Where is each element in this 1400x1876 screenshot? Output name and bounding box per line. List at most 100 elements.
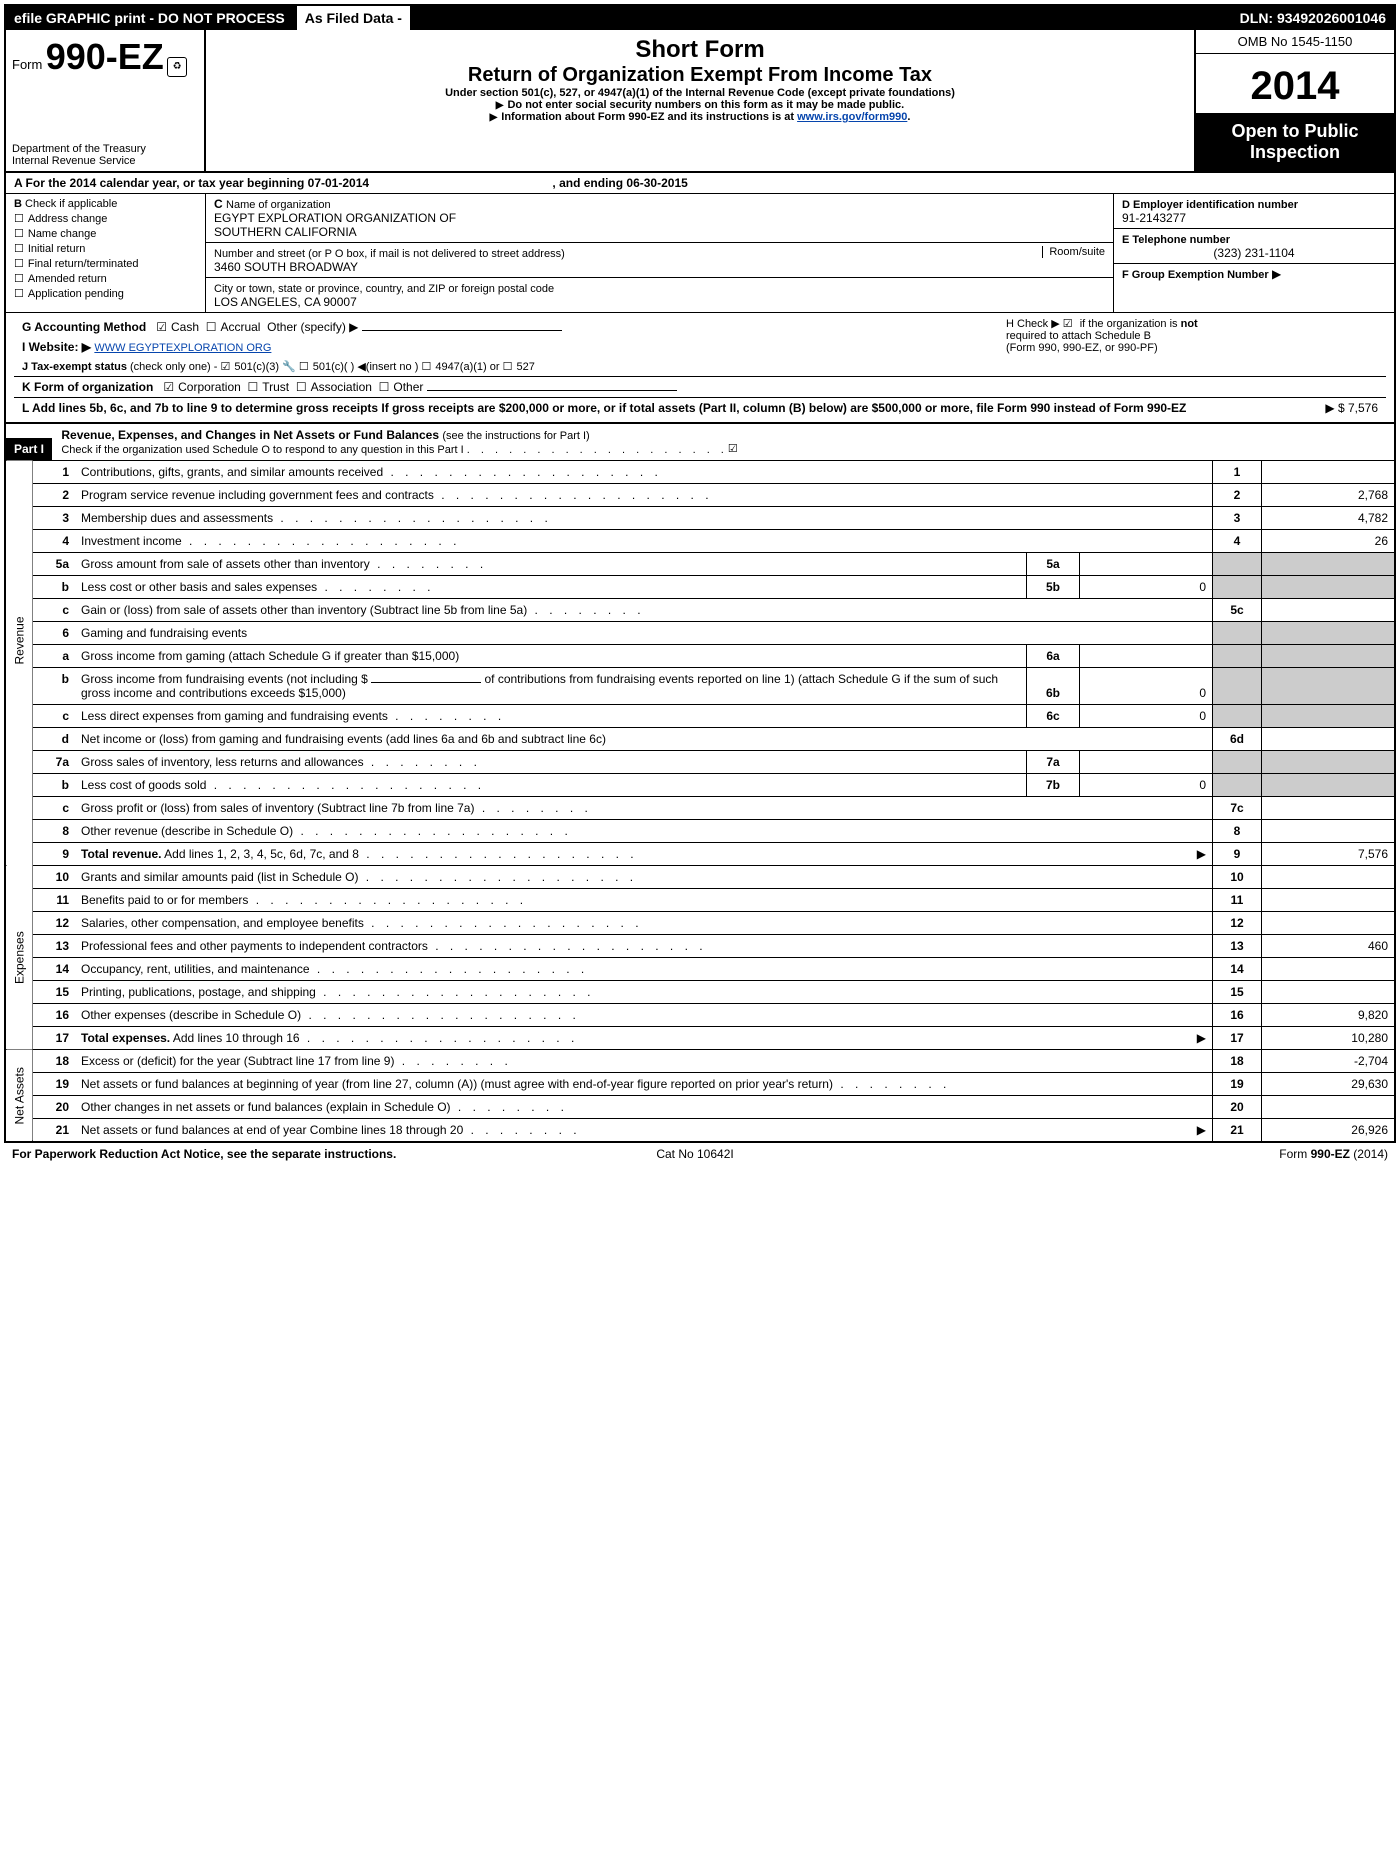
g-label: G Accounting Method <box>22 320 146 334</box>
chk-final-return[interactable]: Final return/terminated <box>14 257 197 270</box>
tax-year: 2014 <box>1196 54 1394 113</box>
h-2: if the organization is <box>1080 318 1178 330</box>
row-15: 15 Printing, publications, postage, and … <box>6 981 1394 1004</box>
c-label: C <box>214 197 223 211</box>
row-5a: 5a Gross amount from sale of assets othe… <box>6 553 1394 576</box>
l-amt-label: ▶ $ <box>1325 401 1344 415</box>
h-not: not <box>1181 318 1198 330</box>
c-city-block: City or town, state or province, country… <box>206 278 1113 312</box>
g-other: Other (specify) ▶ <box>267 320 358 334</box>
row-12: 12 Salaries, other compensation, and emp… <box>6 912 1394 935</box>
chk-corp[interactable]: Corporation <box>163 380 240 394</box>
l-text: L Add lines 5b, 6c, and 7b to line 9 to … <box>22 401 1186 415</box>
street: 3460 SOUTH BROADWAY <box>214 260 358 274</box>
part-1-check: Check if the organization used Schedule … <box>61 444 728 456</box>
f-block: F Group Exemption Number ▶ <box>1114 264 1394 284</box>
note-1: Do not enter social security numbers on … <box>216 99 1184 111</box>
row-6d: d Net income or (loss) from gaming and f… <box>6 728 1394 751</box>
l6b-blank[interactable] <box>371 682 481 683</box>
section-b-to-f: B Check if applicable Address change Nam… <box>6 194 1394 313</box>
form-subtitle: Under section 501(c), 527, or 4947(a)(1)… <box>216 87 1184 99</box>
row-10: Expenses 10 Grants and similar amounts p… <box>6 866 1394 889</box>
footer-right: Form 990-EZ (2014) <box>1279 1147 1388 1161</box>
top-bar: efile GRAPHIC print - DO NOT PROCESS As … <box>6 6 1394 30</box>
irs-icon: 🔧 <box>282 361 296 373</box>
row-13: 13 Professional fees and other payments … <box>6 935 1394 958</box>
row-20: 20 Other changes in net assets or fund b… <box>6 1096 1394 1119</box>
row-7a: 7a Gross sales of inventory, less return… <box>6 751 1394 774</box>
row-11: 11 Benefits paid to or for members 11 <box>6 889 1394 912</box>
line-a-end: , and ending 06-30-2015 <box>552 176 687 190</box>
j-sub: (check only one) - <box>130 361 217 373</box>
j-line: J Tax-exempt status (check only one) - 5… <box>14 357 1386 376</box>
part-1-sub: (see the instructions for Part I) <box>442 430 589 442</box>
chk-pending[interactable]: Application pending <box>14 287 197 300</box>
irs-link[interactable]: www.irs.gov/form990 <box>797 111 907 123</box>
chk-accrual[interactable]: Accrual <box>206 320 261 334</box>
l1-no: 1 <box>33 461 76 484</box>
part-1-check-text: Check if the organization used Schedule … <box>61 444 463 456</box>
row-6: 6 Gaming and fundraising events <box>6 622 1394 645</box>
section-b: B Check if applicable Address change Nam… <box>6 194 206 312</box>
chk-501c3[interactable]: 501(c)(3) <box>221 361 280 373</box>
row-1: Revenue 1 Contributions, gifts, grants, … <box>6 461 1394 484</box>
chk-name-change[interactable]: Name change <box>14 227 197 240</box>
row-7b: b Less cost of goods sold 7b 0 <box>6 774 1394 797</box>
row-9: 9 Total revenue. Add lines 1, 2, 3, 4, 5… <box>6 843 1394 866</box>
chk-assoc[interactable]: Association <box>296 380 372 394</box>
g-other-line[interactable] <box>362 330 562 331</box>
room-label: Room/suite <box>1042 246 1105 258</box>
line-a-label: A For the 2014 calendar year, or tax yea… <box>14 176 369 190</box>
part-1-tag: Part I <box>6 438 52 460</box>
row-21: 21 Net assets or fund balances at end of… <box>6 1119 1394 1142</box>
chk-address-change[interactable]: Address change <box>14 212 197 225</box>
i-url[interactable]: WWW EGYPTEXPLORATION ORG <box>94 342 271 354</box>
d-ein: 91-2143277 <box>1122 211 1186 225</box>
e-block: E Telephone number (323) 231-1104 <box>1114 229 1394 264</box>
k-other-line[interactable] <box>427 390 677 391</box>
k-label: K Form of organization <box>22 380 153 394</box>
c-street-block: Number and street (or P O box, if mail i… <box>206 243 1113 278</box>
topbar-mid: As Filed Data - <box>297 6 410 30</box>
l-amt-wrap: ▶ $ 7,576 <box>1325 401 1378 415</box>
recycle-icon: ♻ <box>167 57 187 77</box>
chk-501c[interactable]: 501(c)( ) <box>299 361 354 373</box>
form-number: 990-EZ <box>46 36 164 78</box>
dept-2: Internal Revenue Service <box>12 155 146 167</box>
d-label: D Employer identification number <box>1122 199 1298 211</box>
financial-table: Revenue 1 Contributions, gifts, grants, … <box>6 461 1394 1141</box>
header-center: Short Form Return of Organization Exempt… <box>206 30 1194 171</box>
j-label: J Tax-exempt status <box>22 361 127 373</box>
topbar-dln: DLN: 93492026001046 <box>1232 6 1394 30</box>
org-name-1: EGYPT EXPLORATION ORGANIZATION OF <box>214 211 456 225</box>
chk-initial-return[interactable]: Initial return <box>14 242 197 255</box>
open-public: Open to Public Inspection <box>1196 113 1394 171</box>
note-2a: Information about Form 990-EZ and its in… <box>490 111 798 123</box>
row-19: 19 Net assets or fund balances at beginn… <box>6 1073 1394 1096</box>
f-label: F Group Exemption Number <box>1122 269 1269 281</box>
chk-amended[interactable]: Amended return <box>14 272 197 285</box>
chk-cash[interactable]: Cash <box>156 320 199 334</box>
row-7c: c Gross profit or (loss) from sales of i… <box>6 797 1394 820</box>
open-2: Inspection <box>1196 142 1394 163</box>
city-label: City or town, state or province, country… <box>214 283 554 295</box>
h-1: H Check ▶ <box>1006 318 1060 330</box>
footer-mid: Cat No 10642I <box>656 1147 733 1161</box>
part-1-checkbox[interactable] <box>728 442 742 455</box>
l1-rval <box>1262 461 1395 484</box>
chk-other-org[interactable]: Other <box>379 380 424 394</box>
h-3: required to attach Schedule B <box>1006 330 1151 342</box>
chk-527[interactable]: 527 <box>503 361 535 373</box>
f-arrow: ▶ <box>1272 267 1281 281</box>
h-check[interactable] <box>1063 318 1077 330</box>
row-2: 2 Program service revenue including gove… <box>6 484 1394 507</box>
side-netassets: Net Assets <box>6 1050 33 1142</box>
c-sub: Name of organization <box>226 199 331 211</box>
chk-trust[interactable]: Trust <box>247 380 289 394</box>
dots-icon <box>383 465 662 479</box>
form-title: Return of Organization Exempt From Incom… <box>216 64 1184 87</box>
row-14: 14 Occupancy, rent, utilities, and maint… <box>6 958 1394 981</box>
chk-4947[interactable]: 4947(a)(1) or <box>421 361 499 373</box>
row-18: Net Assets 18 Excess or (deficit) for th… <box>6 1050 1394 1073</box>
footer-left: For Paperwork Reduction Act Notice, see … <box>12 1147 396 1161</box>
